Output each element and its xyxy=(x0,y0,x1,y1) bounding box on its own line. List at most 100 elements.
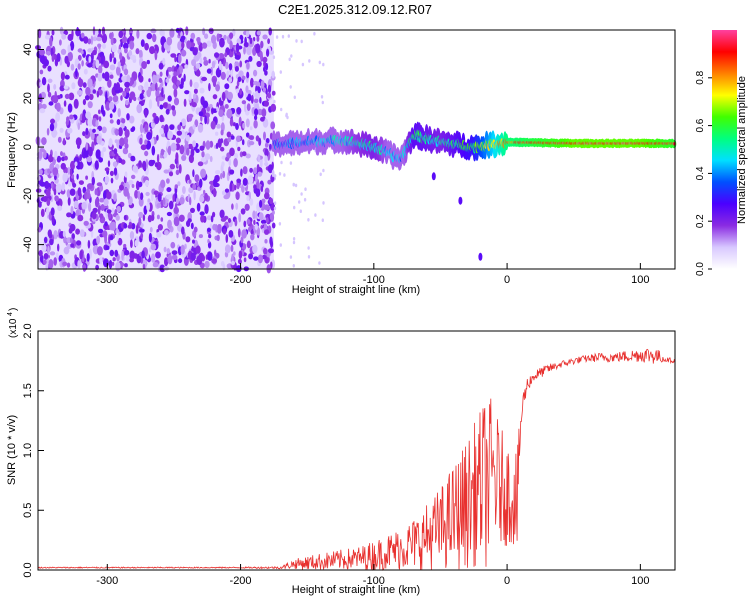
noise-blob xyxy=(77,54,82,61)
noise-blob xyxy=(220,146,225,152)
noise-blob xyxy=(262,87,266,93)
noise-blob xyxy=(123,187,129,197)
noise-blob xyxy=(109,74,114,79)
noise-blob xyxy=(101,33,108,44)
noise-blob xyxy=(228,77,233,83)
noise-blob xyxy=(165,78,170,83)
noise-blob xyxy=(163,151,168,159)
noise-blob xyxy=(267,179,272,185)
noise-blob xyxy=(261,108,267,118)
noise-blob xyxy=(254,108,259,116)
noise-blob xyxy=(264,192,270,200)
noise-blob xyxy=(166,178,170,184)
noise-blob xyxy=(46,207,50,216)
noise-blob xyxy=(274,174,277,178)
noise-blob xyxy=(227,137,232,143)
noise-blob xyxy=(73,98,79,109)
noise-blob xyxy=(208,83,211,92)
noise-blob xyxy=(126,113,130,121)
noise-blob xyxy=(178,164,182,174)
noise-blob xyxy=(39,69,44,75)
noise-blob xyxy=(84,95,90,101)
noise-blob xyxy=(99,256,103,265)
noise-blob xyxy=(248,253,254,260)
noise-blob xyxy=(94,160,99,170)
noise-blob xyxy=(139,49,143,60)
noise-blob xyxy=(202,100,209,109)
noise-blob xyxy=(108,259,113,269)
noise-blob xyxy=(85,86,91,96)
noise-blob xyxy=(201,42,208,49)
noise-blob xyxy=(144,179,150,187)
noise-blob xyxy=(60,162,66,170)
noise-blob xyxy=(184,243,187,250)
noise-blob xyxy=(156,214,160,220)
noise-blob xyxy=(200,215,205,223)
noise-blob xyxy=(231,203,234,210)
noise-blob xyxy=(205,140,211,150)
noise-blob xyxy=(166,211,172,217)
noise-blob xyxy=(286,115,289,120)
noise-blob xyxy=(263,100,269,107)
noise-blob xyxy=(123,215,127,221)
noise-blob xyxy=(159,127,164,135)
noise-blob xyxy=(177,181,181,187)
noise-blob xyxy=(75,209,80,217)
noise-blob xyxy=(124,47,128,54)
noise-blob xyxy=(108,101,115,111)
noise-blob xyxy=(86,63,93,68)
noise-blob xyxy=(119,52,123,61)
noise-blob xyxy=(159,71,163,77)
noise-blob xyxy=(152,74,158,84)
noise-blob xyxy=(300,39,303,44)
noise-blob xyxy=(96,90,100,98)
noise-blob xyxy=(253,119,258,129)
noise-blob xyxy=(241,151,247,157)
noise-blob xyxy=(210,66,214,76)
noise-blob xyxy=(204,33,209,39)
noise-blob xyxy=(124,129,130,138)
noise-blob xyxy=(242,177,248,186)
noise-blob xyxy=(104,167,110,172)
noise-blob xyxy=(229,147,235,157)
noise-blob xyxy=(86,192,91,200)
noise-blob xyxy=(259,97,262,104)
noise-blob xyxy=(257,108,263,116)
noise-blob xyxy=(211,108,218,113)
noise-blob xyxy=(55,252,59,260)
noise-blob xyxy=(62,137,66,146)
noise-blob xyxy=(100,204,105,211)
noise-blob xyxy=(223,194,230,200)
noise-blob xyxy=(255,135,260,142)
noise-blob xyxy=(152,262,159,268)
noise-blob xyxy=(176,68,180,76)
noise-blob xyxy=(47,91,52,98)
noise-blob xyxy=(159,83,162,92)
noise-blob xyxy=(184,90,190,95)
noise-blob xyxy=(109,53,113,63)
noise-blob xyxy=(63,100,67,107)
noise-blob xyxy=(138,181,143,188)
noise-blob xyxy=(158,62,164,70)
noise-blob xyxy=(257,171,263,177)
noise-blob xyxy=(185,236,191,243)
noise-blob xyxy=(41,77,47,86)
noise-blob xyxy=(265,62,269,71)
noise-blob xyxy=(146,32,153,40)
noise-blob xyxy=(63,85,69,90)
noise-blob xyxy=(95,59,100,69)
side-streak-point xyxy=(458,196,463,205)
noise-blob xyxy=(117,108,121,118)
noise-blob xyxy=(109,119,114,124)
noise-blob xyxy=(38,169,43,175)
noise-blob xyxy=(142,214,146,222)
noise-blob xyxy=(86,253,90,262)
noise-blob xyxy=(53,257,57,266)
noise-blob xyxy=(114,249,119,257)
noise-blob xyxy=(229,182,233,192)
noise-blob xyxy=(200,168,207,178)
noise-blob xyxy=(216,33,220,42)
noise-blob xyxy=(243,46,246,55)
y-tick-label: -20 xyxy=(22,188,34,204)
noise-blob xyxy=(241,229,248,239)
